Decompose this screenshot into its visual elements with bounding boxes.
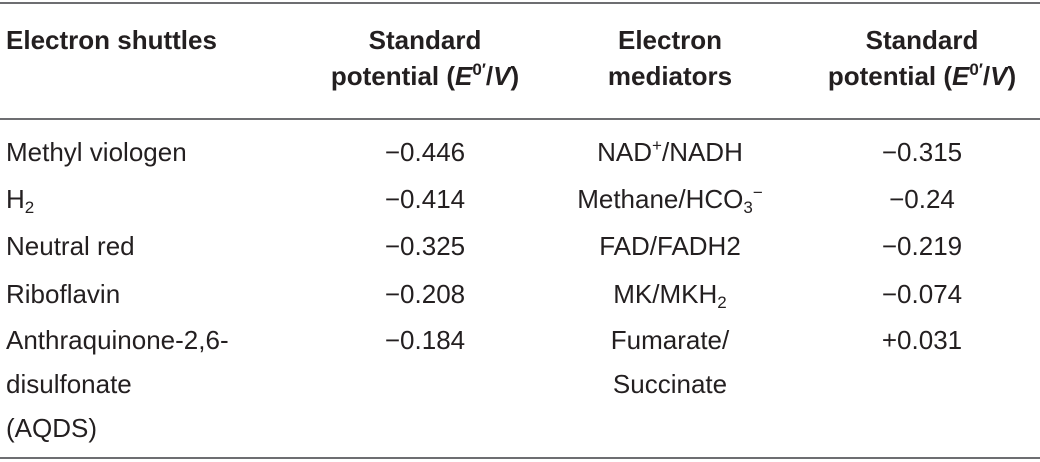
header-line: Electron <box>617 25 723 55</box>
header-symbol-v: V <box>493 61 511 91</box>
header-standard-potential-2: Standard potential (E0′/V) <box>800 22 1040 94</box>
cell-mediator-potential: −0.074 <box>881 279 963 309</box>
mediator-superscript: + <box>652 135 662 155</box>
header-text: ) <box>1007 61 1017 91</box>
shuttle-line: (AQDS) <box>6 413 97 443</box>
header-text: / <box>982 61 991 91</box>
header-standard-potential-1: Standard potential (E0′/V) <box>290 22 560 94</box>
mediator-line: Succinate <box>612 369 728 399</box>
mediator-subscript: 3 <box>743 198 753 218</box>
header-text: ) <box>510 61 520 91</box>
cell-mediator: Fumarate/ Succinate <box>530 318 810 406</box>
cell-mediator-potential: −0.315 <box>881 137 963 167</box>
cell-shuttle-potential: −0.414 <box>384 184 466 214</box>
header-line: potential (E0′/V) <box>800 58 1040 94</box>
cell-mediator-potential: −0.24 <box>889 184 955 214</box>
cell-mediator: NAD+/NADH <box>530 129 810 175</box>
mediator-text: MK/MKH <box>613 279 718 309</box>
header-electron-shuttles: Electron shuttles <box>6 25 217 55</box>
header-superscript: 0′ <box>969 59 983 79</box>
header-line: Standard <box>368 25 482 55</box>
header-line: mediators <box>607 61 733 91</box>
shuttle-line: disulfonate <box>6 369 132 399</box>
cell-mediator: MK/MKH2 <box>530 271 810 317</box>
cell-shuttle: Riboflavin <box>6 279 121 309</box>
mediator-line: Fumarate/ <box>610 325 730 355</box>
header-line: potential (E0′/V) <box>290 58 560 94</box>
cell-mediator-potential: −0.219 <box>881 231 963 261</box>
header-text: potential ( <box>330 61 456 91</box>
table-bottom-rule <box>0 457 1040 459</box>
cell-shuttle: H2 <box>6 176 34 222</box>
header-superscript: 0′ <box>472 59 486 79</box>
cell-mediator: Methane/HCO3− <box>530 176 810 222</box>
shuttle-text: H <box>6 184 25 214</box>
header-text: / <box>485 61 494 91</box>
cell-shuttle-potential: −0.208 <box>384 279 466 309</box>
cell-mediator: FAD/FADH2 <box>599 231 741 261</box>
header-electron-mediators: Electron mediators <box>530 22 810 94</box>
mediator-text: NAD <box>597 137 653 167</box>
mediator-text: /NADH <box>661 137 743 167</box>
cell-shuttle-potential: −0.184 <box>384 325 466 355</box>
cell-shuttle: Anthraquinone-2,6- disulfonate (AQDS) <box>6 318 229 450</box>
header-symbol-e: E <box>455 61 473 91</box>
table-top-rule <box>0 2 1040 4</box>
shuttle-subscript: 2 <box>24 198 35 218</box>
cell-mediator-potential: +0.031 <box>881 325 963 355</box>
cell-shuttle-potential: −0.446 <box>384 137 466 167</box>
mediator-subscript: 2 <box>717 293 727 313</box>
cell-shuttle-potential: −0.325 <box>384 231 466 261</box>
cell-shuttle: Neutral red <box>6 231 135 261</box>
mediator-superscript: − <box>752 182 763 202</box>
header-rule <box>0 118 1040 120</box>
cell-shuttle: Methyl viologen <box>6 137 187 167</box>
mediator-text: Methane/HCO <box>577 184 744 214</box>
header-symbol-e: E <box>952 61 970 91</box>
shuttle-line: Anthraquinone-2,6- <box>6 325 229 355</box>
header-line: Standard <box>865 25 979 55</box>
header-text: potential ( <box>827 61 953 91</box>
header-symbol-v: V <box>990 61 1008 91</box>
